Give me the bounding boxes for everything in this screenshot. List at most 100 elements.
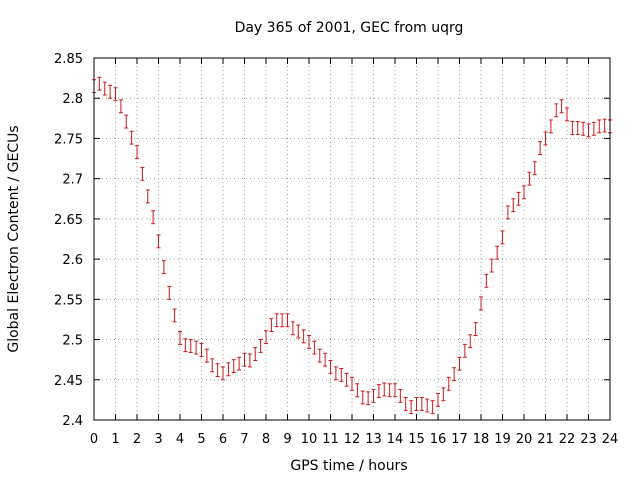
data-point [167, 285, 172, 300]
data-point [500, 230, 505, 245]
data-point [532, 161, 537, 176]
data-point [570, 121, 575, 135]
x-tick-label: 18 [473, 432, 490, 447]
data-point [339, 368, 344, 382]
data-point [409, 400, 414, 415]
data-point [398, 388, 403, 403]
data-point [414, 396, 419, 411]
data-point [215, 363, 220, 378]
data-point [237, 356, 242, 371]
data-point [264, 330, 268, 345]
data-point [495, 245, 500, 260]
x-tick-label: 13 [365, 432, 382, 447]
data-point [371, 388, 376, 403]
data-point [156, 234, 161, 249]
data-point [355, 383, 360, 398]
data-point [382, 382, 387, 397]
data-point [312, 340, 317, 355]
x-tick-label: 22 [559, 432, 576, 447]
data-point [285, 313, 290, 328]
data-point [366, 391, 371, 406]
data-point [505, 205, 510, 220]
grid-lines [94, 58, 610, 420]
y-tick-labels: 2.4 2.45 2.5 2.55 2.6 2.65 2.7 2.75 2.8 2.85 [54, 52, 83, 429]
x-tick-label: 1 [111, 432, 119, 447]
data-point [565, 107, 569, 122]
x-tick-label: 24 [602, 432, 619, 447]
data-series [92, 76, 612, 415]
x-tick-label: 12 [344, 432, 361, 447]
data-point [172, 308, 177, 323]
data-point [511, 198, 516, 213]
data-point [484, 273, 489, 288]
data-point [419, 396, 424, 411]
data-point [188, 339, 193, 353]
data-point [108, 84, 113, 99]
y-tick-label: 2.8 [62, 92, 83, 107]
data-point [226, 362, 231, 377]
data-point [581, 121, 586, 136]
x-tick-label: 2 [133, 432, 141, 447]
x-tick-label: 20 [516, 432, 533, 447]
data-point [231, 359, 236, 374]
data-point [436, 392, 440, 407]
data-point [376, 384, 381, 398]
data-point [430, 400, 435, 415]
data-point [522, 185, 526, 200]
data-point [489, 258, 494, 273]
data-point [204, 348, 209, 363]
data-point [280, 313, 285, 328]
x-tick-label: 6 [219, 432, 227, 447]
x-tick-label: 21 [537, 432, 554, 447]
y-tick-label: 2.75 [54, 132, 83, 147]
data-point [221, 366, 225, 381]
data-point [527, 171, 532, 186]
chart-title: Day 365 of 2001, GEC from uqrg [235, 20, 464, 36]
data-point [178, 331, 182, 345]
data-point [360, 390, 365, 405]
data-point [242, 352, 247, 367]
y-tick-label: 2.5 [62, 334, 83, 349]
y-tick-label: 2.85 [54, 52, 83, 67]
data-point [602, 118, 607, 133]
x-tick-label: 8 [262, 432, 270, 447]
x-tick-label: 5 [197, 432, 205, 447]
data-point [333, 366, 338, 381]
x-tick-label: 9 [283, 432, 291, 447]
data-point [269, 318, 274, 333]
y-tick-label: 2.4 [62, 414, 83, 429]
x-tick-label: 14 [387, 432, 404, 447]
data-point [575, 121, 580, 135]
x-tick-label: 17 [451, 432, 468, 447]
data-point [516, 191, 521, 206]
data-point [253, 347, 258, 361]
data-point [468, 334, 473, 349]
data-point [161, 260, 166, 275]
data-point [145, 189, 150, 204]
data-point [301, 329, 306, 344]
x-axis-label: GPS time / hours [290, 458, 407, 474]
data-point [97, 76, 102, 91]
data-point [479, 296, 483, 311]
data-point [387, 383, 392, 398]
data-point [210, 358, 215, 373]
data-point [151, 210, 156, 225]
data-point [129, 130, 134, 145]
data-point [543, 131, 548, 146]
data-point [425, 398, 430, 413]
data-point [548, 119, 553, 134]
x-tick-label: 10 [301, 432, 318, 447]
y-tick-label: 2.7 [62, 173, 83, 188]
data-point [473, 322, 478, 337]
plot-frame [93, 57, 611, 421]
data-point [124, 114, 129, 129]
x-axis-ticks [93, 58, 611, 420]
data-point [135, 145, 139, 160]
data-point [307, 335, 311, 349]
x-tick-label: 4 [176, 432, 184, 447]
data-point [317, 348, 322, 363]
y-tick-label: 2.6 [62, 253, 83, 268]
data-point [328, 359, 333, 374]
data-point [350, 376, 354, 391]
